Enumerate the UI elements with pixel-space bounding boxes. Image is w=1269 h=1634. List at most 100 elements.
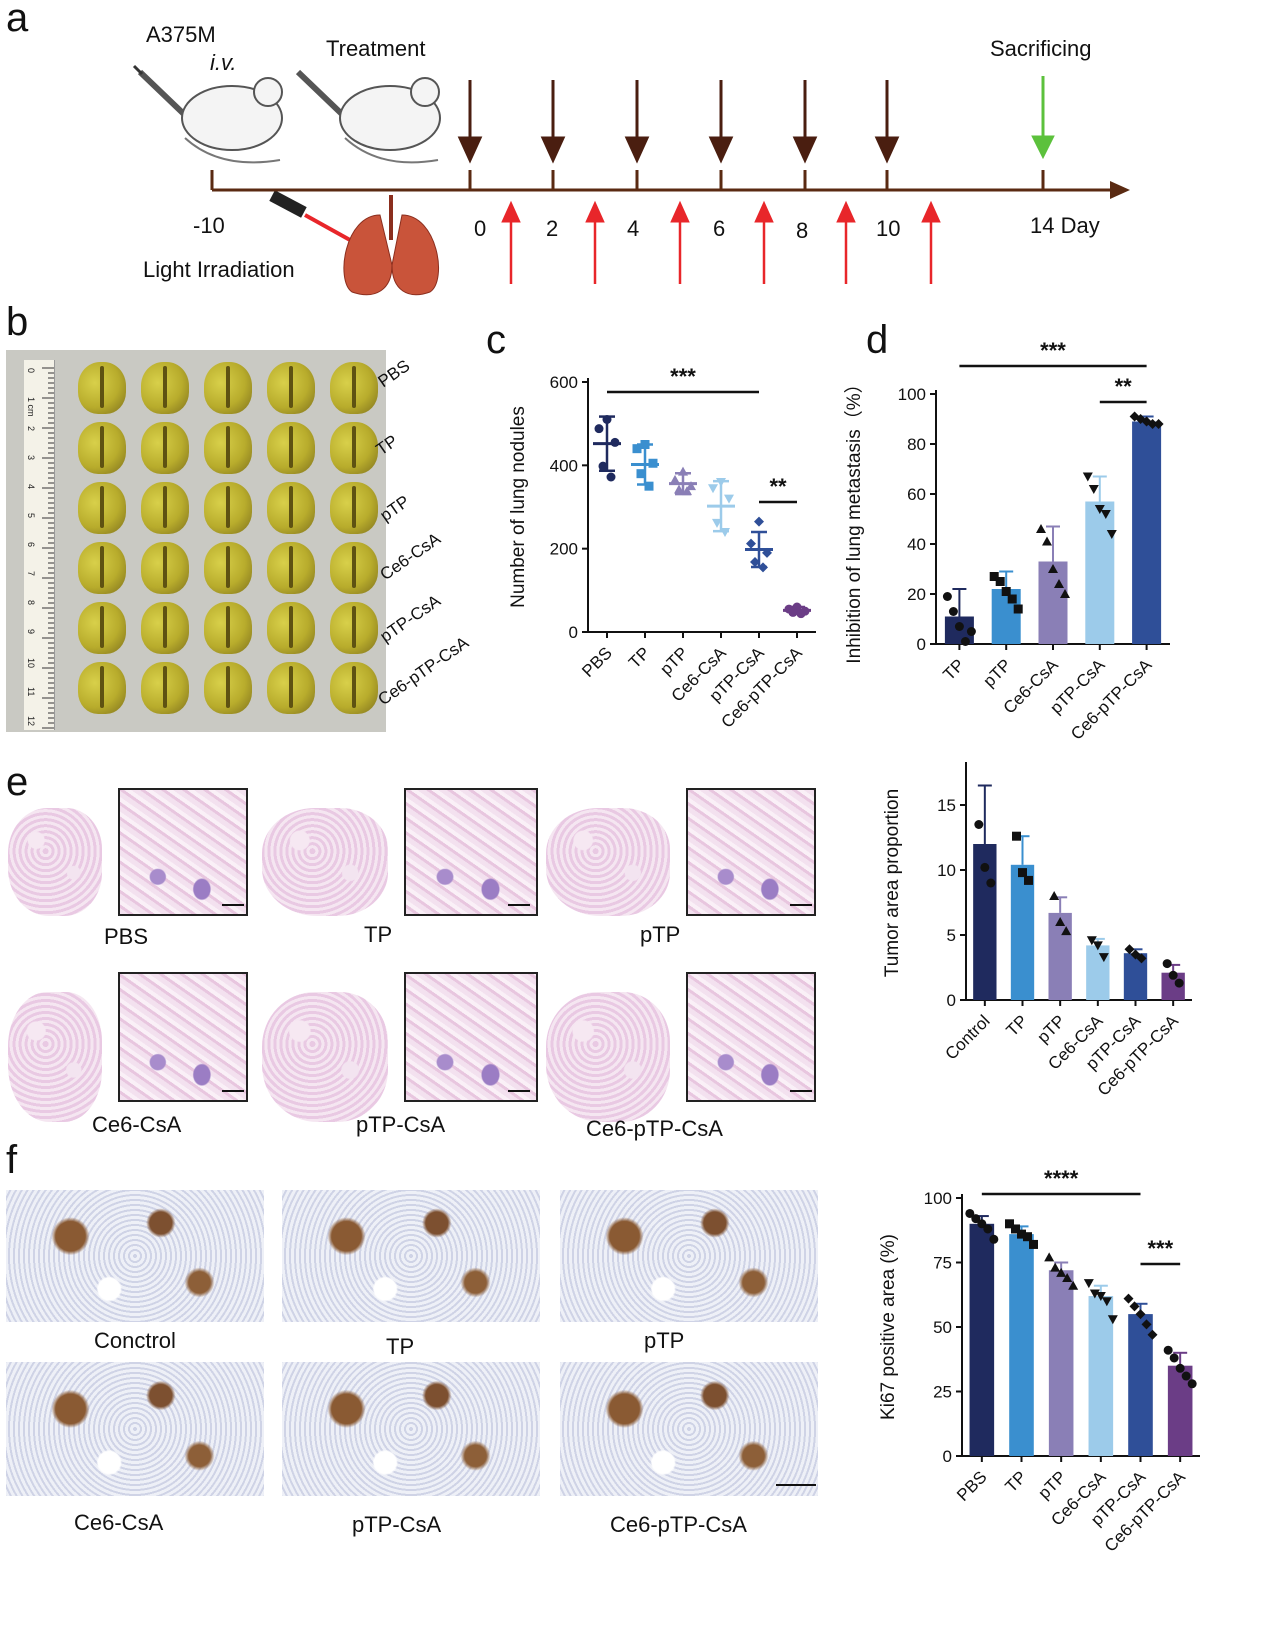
data-point <box>1163 1345 1173 1355</box>
data-point <box>971 1214 981 1224</box>
tick-label: 10 <box>876 216 901 241</box>
data-point <box>640 440 650 449</box>
he-group-label: PBS <box>104 924 149 949</box>
data-point <box>980 862 990 872</box>
panel-label-a: a <box>6 0 29 40</box>
data-point <box>1013 604 1023 614</box>
ihc-image <box>6 1362 264 1496</box>
data-point <box>708 484 718 494</box>
data-point <box>1095 1292 1106 1302</box>
data-point <box>1174 978 1184 988</box>
y-tick-label: 10 <box>937 861 956 880</box>
lung-sample <box>267 422 315 474</box>
data-point <box>977 1219 987 1229</box>
he-zoom-image <box>404 788 538 916</box>
lung-sample <box>204 602 252 654</box>
he-zoom-image <box>404 972 538 1102</box>
ihc-group-label: Ce6-CsA <box>74 1510 164 1535</box>
y-tick-label: 100 <box>898 385 926 404</box>
he-zoom-image <box>686 788 816 916</box>
cell-line-label: A375M <box>146 22 216 47</box>
scale-bar <box>222 1090 244 1092</box>
lung-sample <box>78 542 126 594</box>
x-tick-label: PBS <box>578 643 615 680</box>
data-point <box>983 1224 993 1234</box>
data-point <box>746 538 756 549</box>
ihc-image <box>560 1362 818 1496</box>
data-point <box>1175 1363 1185 1373</box>
ruler: 0 1 cm 2 3 4 5 6 7 8 9 10 11 12 <box>24 360 55 730</box>
data-point <box>632 444 642 454</box>
lung-sample <box>330 362 378 414</box>
y-tick-label: 75 <box>933 1254 952 1273</box>
y-tick-label: 0 <box>943 1447 952 1466</box>
y-tick-label: 400 <box>550 456 578 475</box>
data-point <box>1029 1239 1038 1249</box>
data-point <box>1106 530 1117 539</box>
photo-group-label: Ce6-CsA <box>376 529 444 585</box>
data-point <box>1187 1379 1197 1389</box>
ruler-number: 8 <box>26 600 36 605</box>
y-tick-label: 40 <box>907 535 926 554</box>
sacrificing-label: Sacrificing <box>990 36 1092 61</box>
data-point <box>610 437 620 447</box>
data-point <box>644 481 654 491</box>
data-point <box>1100 510 1111 519</box>
data-point <box>1054 579 1064 588</box>
bar <box>1085 501 1115 644</box>
he-overview-image <box>8 808 102 916</box>
bar <box>1132 421 1162 644</box>
y-tick-label: 0 <box>569 623 578 642</box>
data-point <box>1147 1329 1158 1340</box>
scale-bar <box>776 1484 816 1486</box>
data-point <box>948 607 958 616</box>
bar <box>1009 1234 1034 1456</box>
data-point <box>1129 1301 1140 1312</box>
data-point <box>1007 594 1017 604</box>
lung-sample <box>141 662 189 714</box>
x-tick-label: TP <box>625 643 654 672</box>
data-point <box>1068 1280 1079 1290</box>
data-point <box>670 474 680 484</box>
data-point <box>674 484 684 494</box>
data-point <box>720 528 730 537</box>
mouse-treatment-icon <box>295 69 441 164</box>
data-point <box>1107 1315 1118 1325</box>
y-axis-label: Ki67 positive area (%) <box>878 1234 899 1420</box>
data-point <box>995 577 1005 586</box>
lung-sample <box>78 362 126 414</box>
ihc-image <box>282 1362 540 1496</box>
timeline-arrowhead <box>1110 181 1130 199</box>
scale-bar <box>508 904 530 906</box>
lung-sample <box>78 482 126 534</box>
x-tick-label: Control <box>941 1011 993 1063</box>
data-point <box>1092 941 1103 951</box>
panel-label-f: f <box>6 1138 18 1182</box>
tick-label: 8 <box>796 218 809 243</box>
lung-sample <box>204 362 252 414</box>
chart-d: 0 20 40 60 80 100 Inhibition of lung metastasi… <box>843 338 1170 744</box>
x-tick-label: PBS <box>953 1467 990 1504</box>
data-point <box>1012 831 1021 841</box>
y-tick-label: 5 <box>947 926 956 945</box>
data-point <box>796 609 806 619</box>
ihc-image <box>560 1190 818 1322</box>
data-point <box>1083 1279 1094 1289</box>
data-point <box>1061 926 1072 936</box>
lung-sample <box>141 602 189 654</box>
photo-group-label: pTP-CsA <box>376 591 444 647</box>
data-point <box>1086 936 1097 946</box>
data-point <box>965 1208 975 1218</box>
data-point <box>598 461 608 471</box>
tick-label: 14 Day <box>1030 213 1100 238</box>
ihc-image <box>282 1190 540 1322</box>
ruler-number: 6 <box>26 542 36 547</box>
light-irradiation-label: Light Irradiation <box>143 257 295 282</box>
he-zoom-image <box>118 788 248 916</box>
he-overview-image <box>546 992 670 1122</box>
significance-label: *** <box>1040 338 1066 363</box>
bar <box>969 1223 995 1456</box>
lung-sample <box>330 542 378 594</box>
